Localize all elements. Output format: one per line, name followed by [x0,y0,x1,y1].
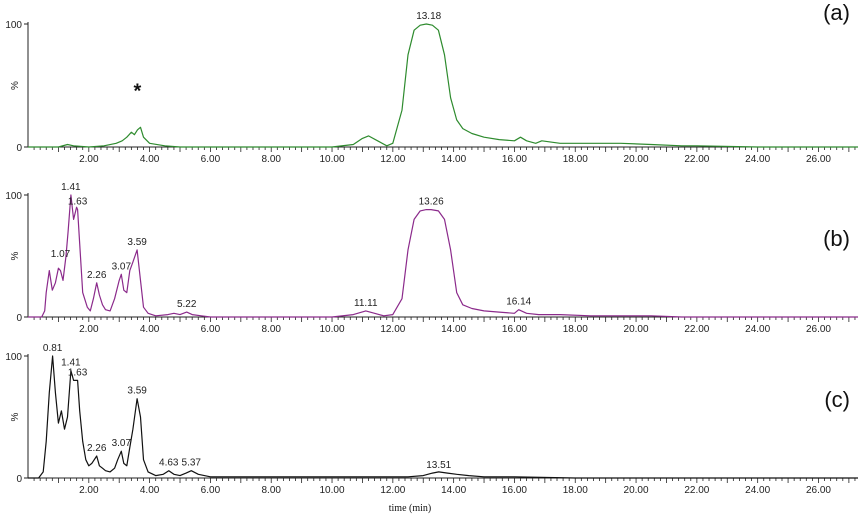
y-tick-label: 100 [5,352,22,363]
x-tick-label: 12.00 [380,154,405,165]
x-tick-label: 18.00 [563,324,588,335]
y-tick-label: 0 [16,474,22,485]
peak-label: 2.26 [87,443,107,454]
y-tick-label: 100 [5,191,22,202]
y-tick-label: 100 [5,20,22,31]
x-tick-label: 12.00 [380,485,405,496]
x-tick-label: 2.00 [79,154,99,165]
x-tick-label: 20.00 [624,154,649,165]
x-tick-label: 18.00 [563,485,588,496]
x-tick-label: 24.00 [745,324,770,335]
peak-label: 1.63 [68,367,88,378]
peak-label: 1.63 [68,197,88,208]
peak-label: 1.07 [51,249,71,260]
peak-label: 13.18 [416,11,441,22]
x-tick-label: 6.00 [201,485,221,496]
x-tick-label: 20.00 [624,324,649,335]
x-tick-label: 4.00 [140,324,160,335]
panel-c: 0 100% 2.00 4.00 6.00 8.00 10.00 12.00 14.00 16.0… [5,343,858,514]
peak-label: 4.63 [159,458,179,469]
x-tick-label: 6.00 [201,154,221,165]
x-tick-label: 24.00 [745,154,770,165]
x-tick-label: 14.00 [441,485,466,496]
y-tick-label: 0 [16,313,22,324]
asterisk-marker: * [134,81,142,103]
y-unit-label: % [10,251,21,260]
chromatogram-trace [28,23,858,148]
peak-label: 16.14 [506,297,531,308]
x-tick-label: 6.00 [201,324,221,335]
peak-label: 5.22 [177,299,197,310]
x-tick-label: 10.00 [320,324,345,335]
x-tick-label: 10.00 [320,485,345,496]
x-tick-label: 26.00 [806,485,831,496]
y-unit-label: % [10,81,21,90]
x-tick-label: 22.00 [684,485,709,496]
x-tick-label: 4.00 [140,485,160,496]
x-tick-label: 8.00 [261,485,281,496]
x-tick-label: 10.00 [320,154,345,165]
panel-label: (b) [823,226,850,251]
panel-label: (a) [823,0,850,25]
x-tick-label: 2.00 [79,485,99,496]
x-tick-label: 22.00 [684,154,709,165]
peak-label: 1.41 [61,358,81,369]
peak-label: 3.59 [127,386,147,397]
chromatogram-trace [28,194,858,318]
panel-label: (c) [824,387,850,412]
x-tick-label: 16.00 [502,485,527,496]
peak-label: 2.26 [87,270,107,281]
x-tick-label: 8.00 [261,154,281,165]
panel-a: 0 100% 2.00 4.00 6.00 8.00 10.00 12.00 14.00 16.0… [5,0,858,165]
x-tick-label: 14.00 [441,154,466,165]
x-tick-label: 8.00 [261,324,281,335]
peak-label: 13.26 [419,197,444,208]
y-tick-label: 0 [16,143,22,154]
x-tick-label: 14.00 [441,324,466,335]
peak-label: 13.51 [426,460,451,471]
x-tick-label: 26.00 [806,324,831,335]
peak-label: 3.59 [127,237,147,248]
x-tick-label: 16.00 [502,324,527,335]
panel-b: 0 100% 2.00 4.00 6.00 8.00 10.00 12.00 14.00 16.0… [5,182,858,335]
peak-label: 11.11 [354,298,378,309]
x-tick-label: 12.00 [380,324,405,335]
peak-label: 3.07 [112,438,132,449]
peak-label: 5.37 [182,458,202,469]
x-tick-label: 4.00 [140,154,160,165]
peak-label: 3.07 [112,261,132,272]
x-axis-title: time (min) [389,503,432,514]
x-tick-label: 22.00 [684,324,709,335]
chromatogram-trace [28,355,858,479]
x-tick-label: 24.00 [745,485,770,496]
x-tick-label: 20.00 [624,485,649,496]
peak-label: 1.41 [61,182,81,193]
x-tick-label: 26.00 [806,154,831,165]
x-tick-label: 16.00 [502,154,527,165]
x-tick-label: 18.00 [563,154,588,165]
peak-label: 0.81 [43,343,63,354]
x-tick-label: 2.00 [79,324,99,335]
y-unit-label: % [10,412,21,421]
